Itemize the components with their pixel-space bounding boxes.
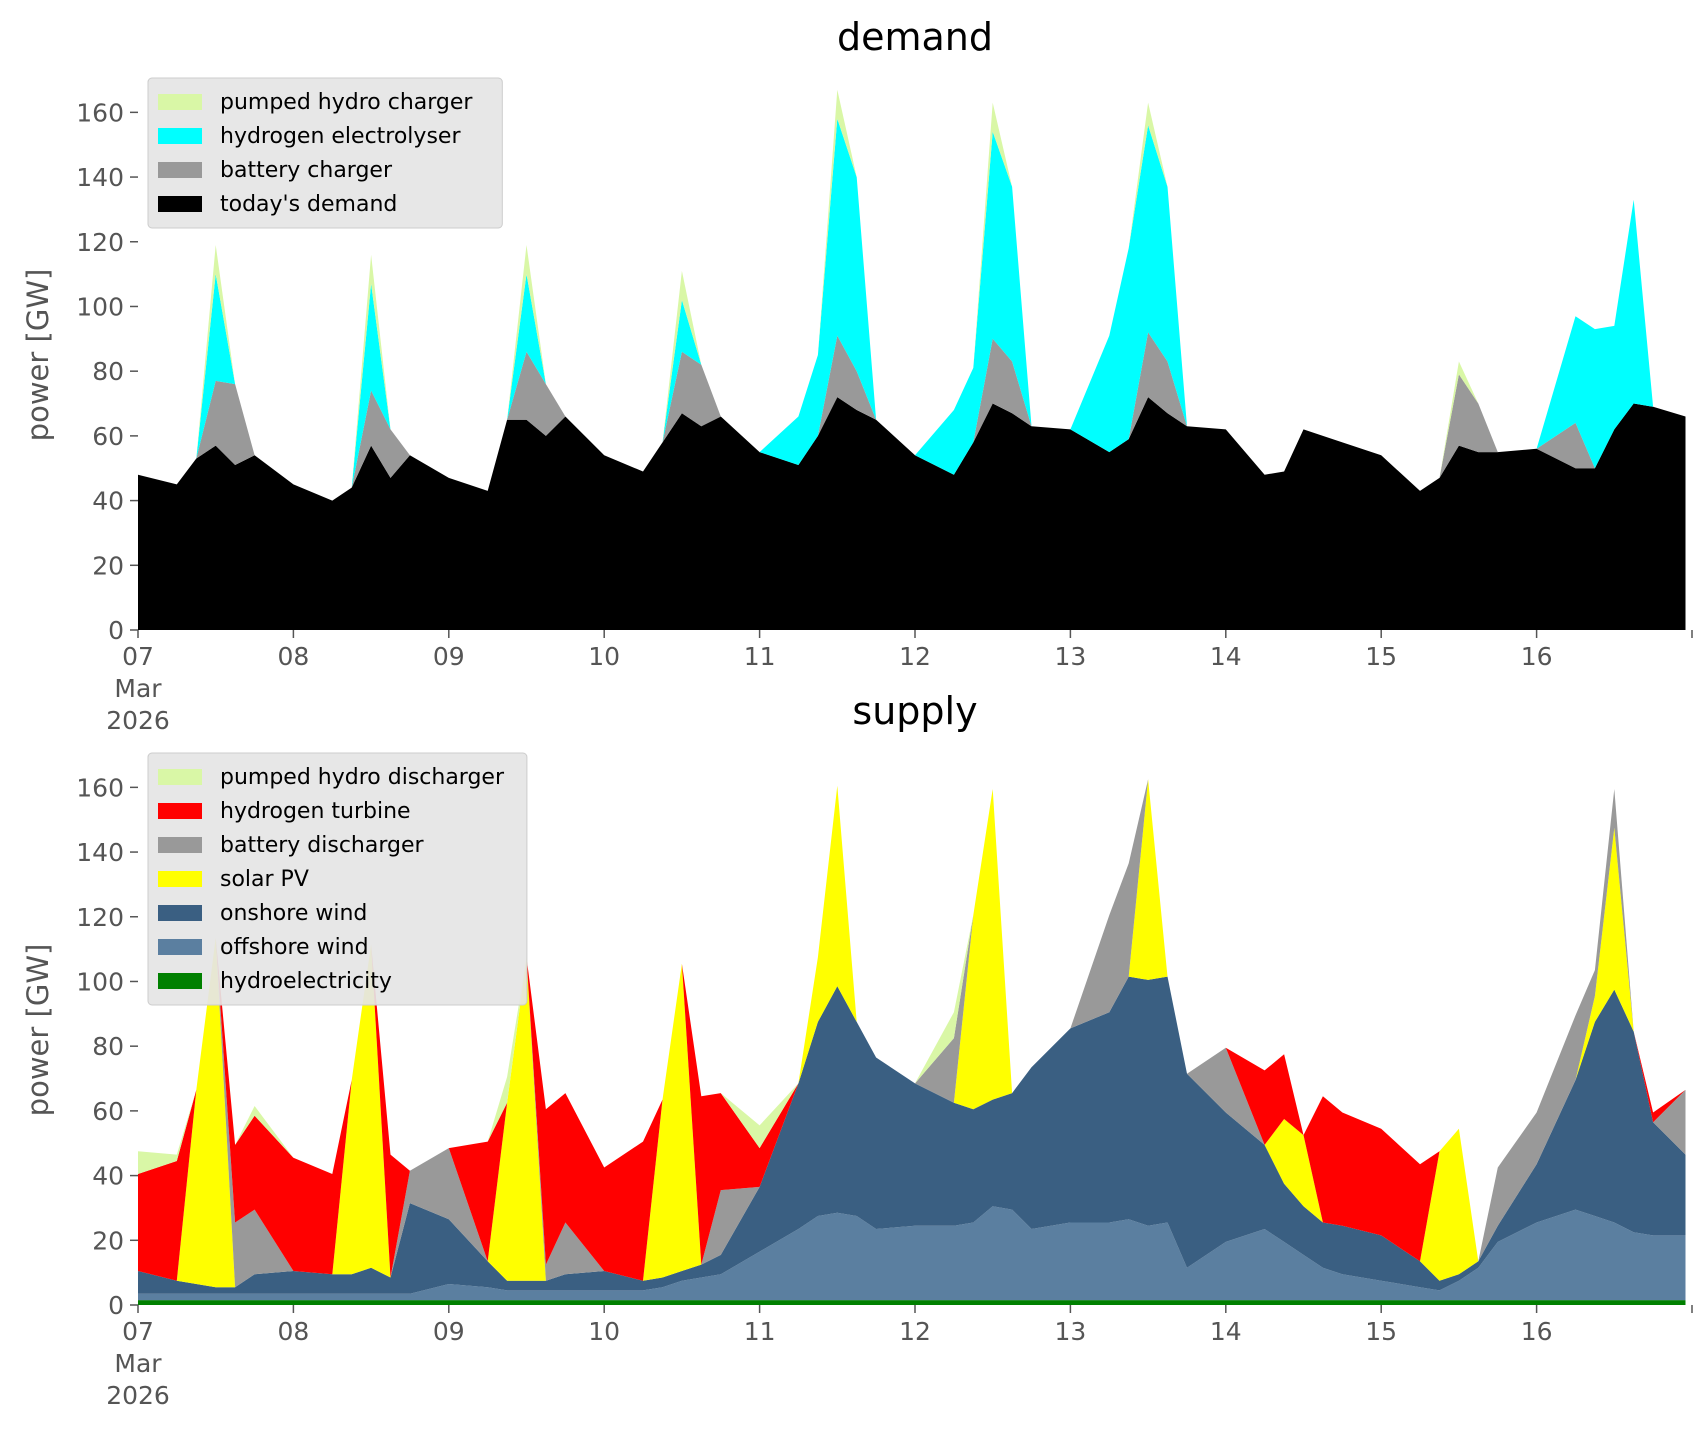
- legend-label-hydrogen-turbine: hydrogen turbine: [220, 799, 411, 824]
- y-tick-label: 80: [92, 1032, 124, 1061]
- x-tick-label: 12: [899, 1317, 931, 1346]
- supply-x-axis: 07 Mar 2026 08 09 10 11 12 13 14 15 16: [106, 1305, 1693, 1410]
- y-tick-label: 40: [92, 487, 124, 516]
- x-tick-label: 09: [433, 642, 465, 671]
- x-tick-label: 09: [433, 1317, 465, 1346]
- legend-label-today-s-demand: today's demand: [220, 192, 397, 217]
- supply-title: supply: [852, 689, 977, 733]
- demand-areas: [138, 89, 1686, 630]
- area-offshore-wind: [138, 1206, 1686, 1301]
- y-tick-label: 0: [108, 1291, 124, 1320]
- demand-y-axis-label: power [GW]: [21, 269, 55, 442]
- y-tick-label: 120: [76, 903, 124, 932]
- x-tick-label: 10: [588, 1317, 620, 1346]
- legend-swatch-offshore-wind: [158, 939, 202, 955]
- x-tick-label: 15: [1365, 642, 1397, 671]
- y-tick-label: 160: [76, 773, 124, 802]
- x-tick-label: 2026: [106, 706, 170, 735]
- y-tick-label: 20: [92, 551, 124, 580]
- x-tick-label: 16: [1521, 642, 1553, 671]
- legend-swatch-hydrogen-electrolyser: [158, 128, 202, 144]
- legend-label-onshore-wind: onshore wind: [220, 901, 367, 926]
- area-today-s-demand: [138, 397, 1686, 630]
- legend-swatch-hydrogen-turbine: [158, 803, 202, 819]
- y-tick-label: 60: [92, 422, 124, 451]
- y-tick-label: 100: [76, 967, 124, 996]
- x-tick-label: 11: [744, 1317, 776, 1346]
- legend-label-pumped-hydro-charger: pumped hydro charger: [220, 90, 473, 115]
- legend-swatch-pumped-hydro-discharger: [158, 769, 202, 785]
- x-tick-label: 08: [277, 1317, 309, 1346]
- supply-legend: pumped hydro discharger hydrogen turbine b…: [147, 752, 528, 1006]
- legend-label-battery-discharger: battery discharger: [220, 833, 425, 858]
- demand-legend: pumped hydro charger hydrogen electrolyse…: [147, 77, 503, 229]
- demand-x-axis: 07 Mar 2026 08 09 10 11 12 13 14 15 16: [106, 630, 1693, 735]
- demand-title: demand: [837, 15, 993, 59]
- area-hydroelectricity: [138, 1300, 1686, 1305]
- legend-box: [147, 752, 528, 1006]
- x-tick-label: 08: [277, 642, 309, 671]
- x-tick-label: 12: [899, 642, 931, 671]
- legend-label-offshore-wind: offshore wind: [220, 935, 369, 960]
- legend-label-solar-pv: solar PV: [220, 867, 309, 892]
- x-tick-label: 13: [1054, 1317, 1086, 1346]
- x-tick-label: 07: [122, 642, 154, 671]
- supply-areas: [138, 779, 1686, 1305]
- legend-swatch-battery-discharger: [158, 837, 202, 853]
- demand-y-axis: 0 20 40 60 80 100 120 140 160: [76, 98, 138, 645]
- supply-y-axis-label: power [GW]: [21, 944, 55, 1117]
- area-solar-pv: [138, 779, 1686, 1288]
- legend-swatch-hydroelectricity: [158, 973, 202, 989]
- x-tick-label: 16: [1521, 1317, 1553, 1346]
- legend-swatch-onshore-wind: [158, 905, 202, 921]
- area-onshore-wind: [138, 976, 1686, 1294]
- y-tick-label: 100: [76, 292, 124, 321]
- legend-label-pumped-hydro-discharger: pumped hydro discharger: [220, 765, 505, 790]
- supply-chart: supply power [GW] 020406080100120140160 …: [21, 689, 1693, 1410]
- legend-swatch-battery-charger: [158, 162, 202, 178]
- y-tick-label: 160: [76, 98, 124, 127]
- x-tick-label: 11: [744, 642, 776, 671]
- y-tick-label: 20: [92, 1226, 124, 1255]
- y-tick-label: 60: [92, 1097, 124, 1126]
- y-tick-label: 0: [108, 616, 124, 645]
- legend-swatch-pumped-hydro-charger: [158, 94, 202, 110]
- y-tick-label: 140: [76, 838, 124, 867]
- x-tick-label: 2026: [106, 1381, 170, 1410]
- y-tick-label: 140: [76, 163, 124, 192]
- supply-y-axis: 0 20 40 60 80 100 120 140 160: [76, 773, 138, 1320]
- x-tick-label: Mar: [114, 1349, 162, 1378]
- legend-swatch-today-s-demand: [158, 196, 202, 212]
- demand-chart: demand power [GW] 020406080100120140160 …: [21, 15, 1693, 735]
- legend-label-battery-charger: battery charger: [220, 158, 393, 183]
- y-tick-label: 80: [92, 357, 124, 386]
- area-hydrogen-turbine: [138, 779, 1686, 1281]
- y-tick-label: 120: [76, 228, 124, 257]
- legend-box: [147, 77, 503, 229]
- x-tick-label: 07: [122, 1317, 154, 1346]
- x-tick-label: 13: [1054, 642, 1086, 671]
- x-tick-label: 14: [1210, 642, 1242, 671]
- legend-label-hydroelectricity: hydroelectricity: [220, 969, 392, 994]
- x-tick-label: 14: [1210, 1317, 1242, 1346]
- x-tick-label: Mar: [114, 674, 162, 703]
- x-tick-label: 15: [1365, 1317, 1397, 1346]
- y-tick-label: 40: [92, 1162, 124, 1191]
- area-battery-charger: [138, 332, 1686, 501]
- x-tick-label: 10: [588, 642, 620, 671]
- legend-swatch-solar-pv: [158, 871, 202, 887]
- legend-label-hydrogen-electrolyser: hydrogen electrolyser: [220, 124, 461, 149]
